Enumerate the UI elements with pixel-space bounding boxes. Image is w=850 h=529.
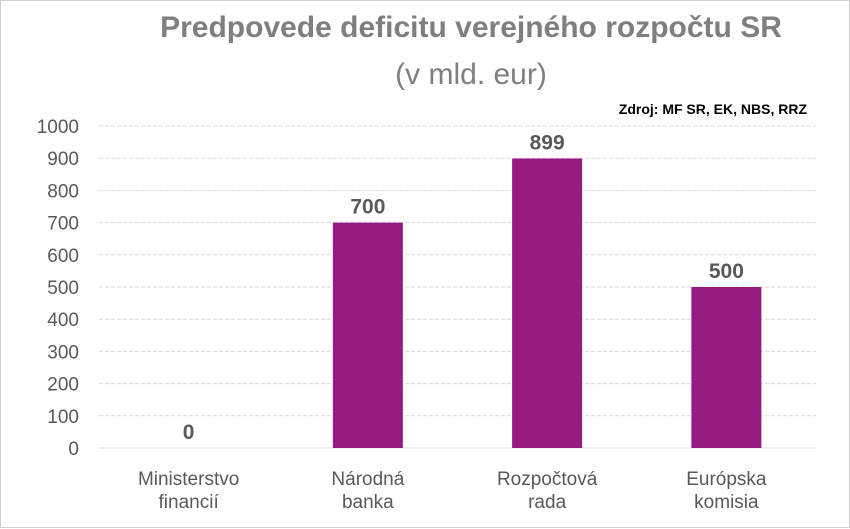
- x-category-label: rada: [528, 492, 566, 513]
- data-label: 700: [350, 196, 385, 219]
- y-tick-label: 1000: [37, 117, 79, 138]
- data-label: 500: [709, 260, 744, 283]
- y-tick-label: 100: [47, 407, 79, 428]
- y-tick-label: 700: [47, 214, 79, 235]
- x-category-label: Národná: [331, 469, 404, 490]
- y-tick-label: 900: [47, 149, 79, 170]
- x-category-label: Ministerstvo: [138, 469, 239, 490]
- y-tick-label: 500: [47, 278, 79, 299]
- y-tick-label: 800: [47, 181, 79, 202]
- y-tick-label: 300: [47, 342, 79, 363]
- chart-source-note: Zdroj: MF SR, EK, NBS, RRZ: [618, 101, 807, 117]
- data-label: 899: [530, 132, 565, 155]
- y-tick-label: 400: [47, 310, 79, 331]
- x-category-label: banka: [342, 492, 394, 513]
- x-category-label: komisia: [694, 492, 759, 513]
- chart-subtitle: (v mld. eur): [395, 58, 547, 91]
- bar: [332, 222, 403, 448]
- x-category-label: financií: [159, 492, 220, 513]
- y-tick-label: 200: [47, 375, 79, 396]
- bar: [512, 158, 583, 448]
- x-category-label: Európska: [686, 469, 767, 490]
- data-label: 0: [183, 421, 195, 444]
- bar: [691, 287, 762, 448]
- y-tick-label: 0: [68, 439, 79, 460]
- x-category-label: Rozpočtová: [497, 469, 598, 490]
- chart-title: Predpovede deficitu verejného rozpočtu S…: [160, 11, 782, 44]
- y-tick-label: 600: [47, 246, 79, 267]
